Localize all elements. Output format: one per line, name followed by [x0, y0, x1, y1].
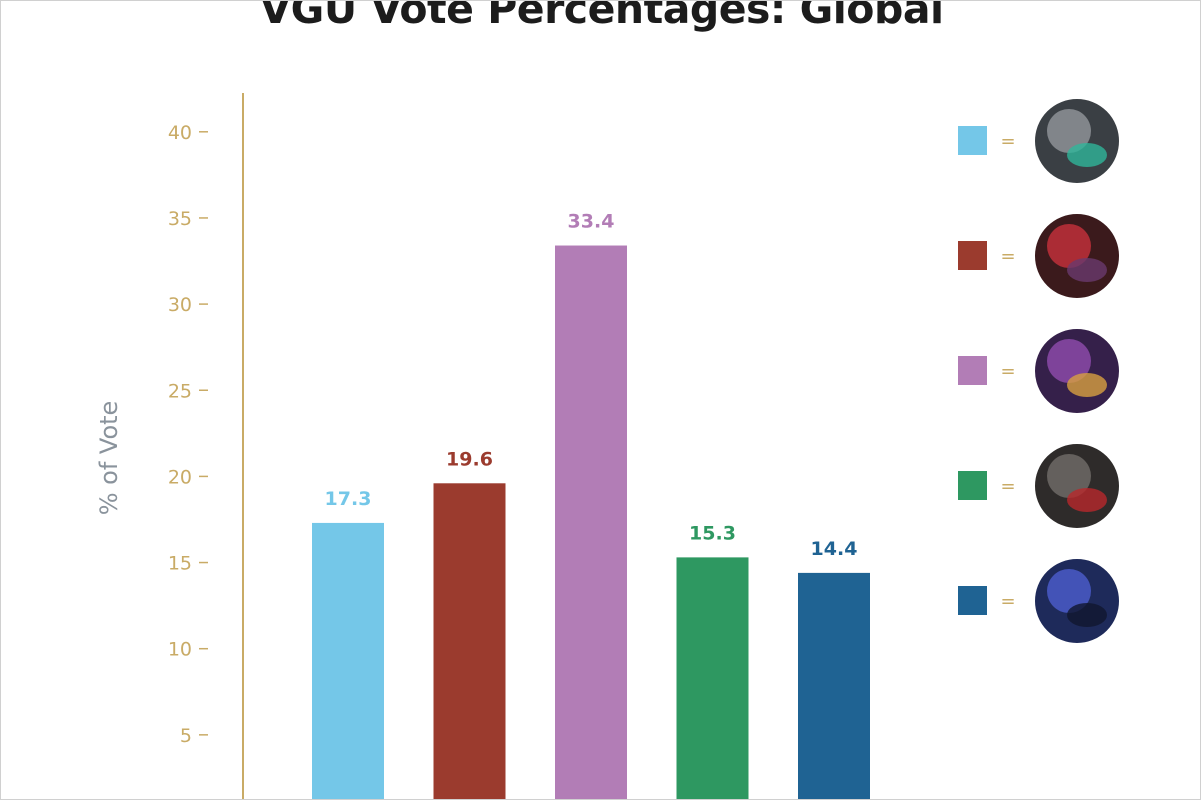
y-tick-10: 10 — [168, 639, 208, 661]
portrait-accent — [1067, 603, 1107, 627]
y-axis-label: % of Vote — [95, 401, 123, 516]
portrait-shape — [1047, 109, 1091, 153]
champion-portrait-red-horned-icon — [1033, 212, 1121, 300]
portrait-accent — [1067, 488, 1107, 512]
bar-4 — [676, 557, 749, 799]
champion-portrait-purple-beast-icon — [1033, 327, 1121, 415]
portrait-ring — [1033, 557, 1121, 645]
legend-swatch — [958, 126, 987, 155]
y-tick-15: 15 — [168, 553, 208, 575]
portrait-shape — [1047, 339, 1091, 383]
portrait-accent — [1067, 258, 1107, 282]
portrait-shape — [1047, 454, 1091, 498]
y-tick-label: 15 — [168, 553, 192, 575]
portrait-accent — [1067, 373, 1107, 397]
y-tick-20: 20 — [168, 466, 208, 488]
portrait-ring — [1033, 327, 1121, 415]
legend-equals: = — [1000, 131, 1015, 152]
y-tick-label: 25 — [168, 380, 192, 402]
champion-portrait-helmeted-warrior-icon — [1033, 97, 1121, 185]
legend-item-1: = — [958, 97, 1121, 185]
champion-portrait-blue-armored-icon — [1033, 557, 1121, 645]
y-tick-label: 40 — [168, 122, 192, 144]
legend-equals: = — [1000, 361, 1015, 382]
portrait-shape — [1047, 569, 1091, 613]
bar-value-label-5: 14.4 — [811, 538, 858, 560]
bar-value-label-2: 19.6 — [446, 448, 493, 470]
chart-title: VGU Vote Percentages: Global — [259, 0, 944, 33]
y-tick-label: 35 — [168, 208, 192, 230]
y-tick-label: 20 — [168, 466, 192, 488]
y-tick-35: 35 — [168, 208, 208, 230]
portrait-accent — [1067, 143, 1107, 167]
legend-equals: = — [1000, 591, 1015, 612]
portrait-shape — [1047, 224, 1091, 268]
legend-swatch — [958, 356, 987, 385]
bar-value-label-3: 33.4 — [568, 211, 615, 233]
portrait-ring — [1033, 212, 1121, 300]
legend-swatch — [958, 586, 987, 615]
bar-value-label-4: 15.3 — [689, 522, 736, 544]
y-tick-40: 40 — [168, 122, 208, 144]
legend-item-5: = — [958, 557, 1121, 645]
legend-item-3: = — [958, 327, 1121, 415]
y-tick-label: 30 — [168, 294, 192, 316]
bar-2 — [433, 483, 506, 799]
y-tick-5: 5 — [180, 725, 208, 747]
legend-item-2: = — [958, 212, 1121, 300]
champion-portrait-dark-armored-icon — [1033, 442, 1121, 530]
y-tick-label: 10 — [168, 639, 192, 661]
legend-item-4: = — [958, 442, 1121, 530]
legend-swatch — [958, 471, 987, 500]
y-tick-label: 5 — [180, 725, 192, 747]
bar-3 — [555, 245, 627, 799]
y-tick-30: 30 — [168, 294, 208, 316]
legend-equals: = — [1000, 246, 1015, 267]
bar-5 — [798, 572, 870, 799]
legend-swatch — [958, 241, 987, 270]
portrait-ring — [1033, 97, 1121, 185]
portrait-ring — [1033, 442, 1121, 530]
legend-equals: = — [1000, 476, 1015, 497]
bar-value-label-1: 17.3 — [325, 488, 372, 510]
y-tick-25: 25 — [168, 380, 208, 402]
bar-1 — [312, 522, 384, 799]
